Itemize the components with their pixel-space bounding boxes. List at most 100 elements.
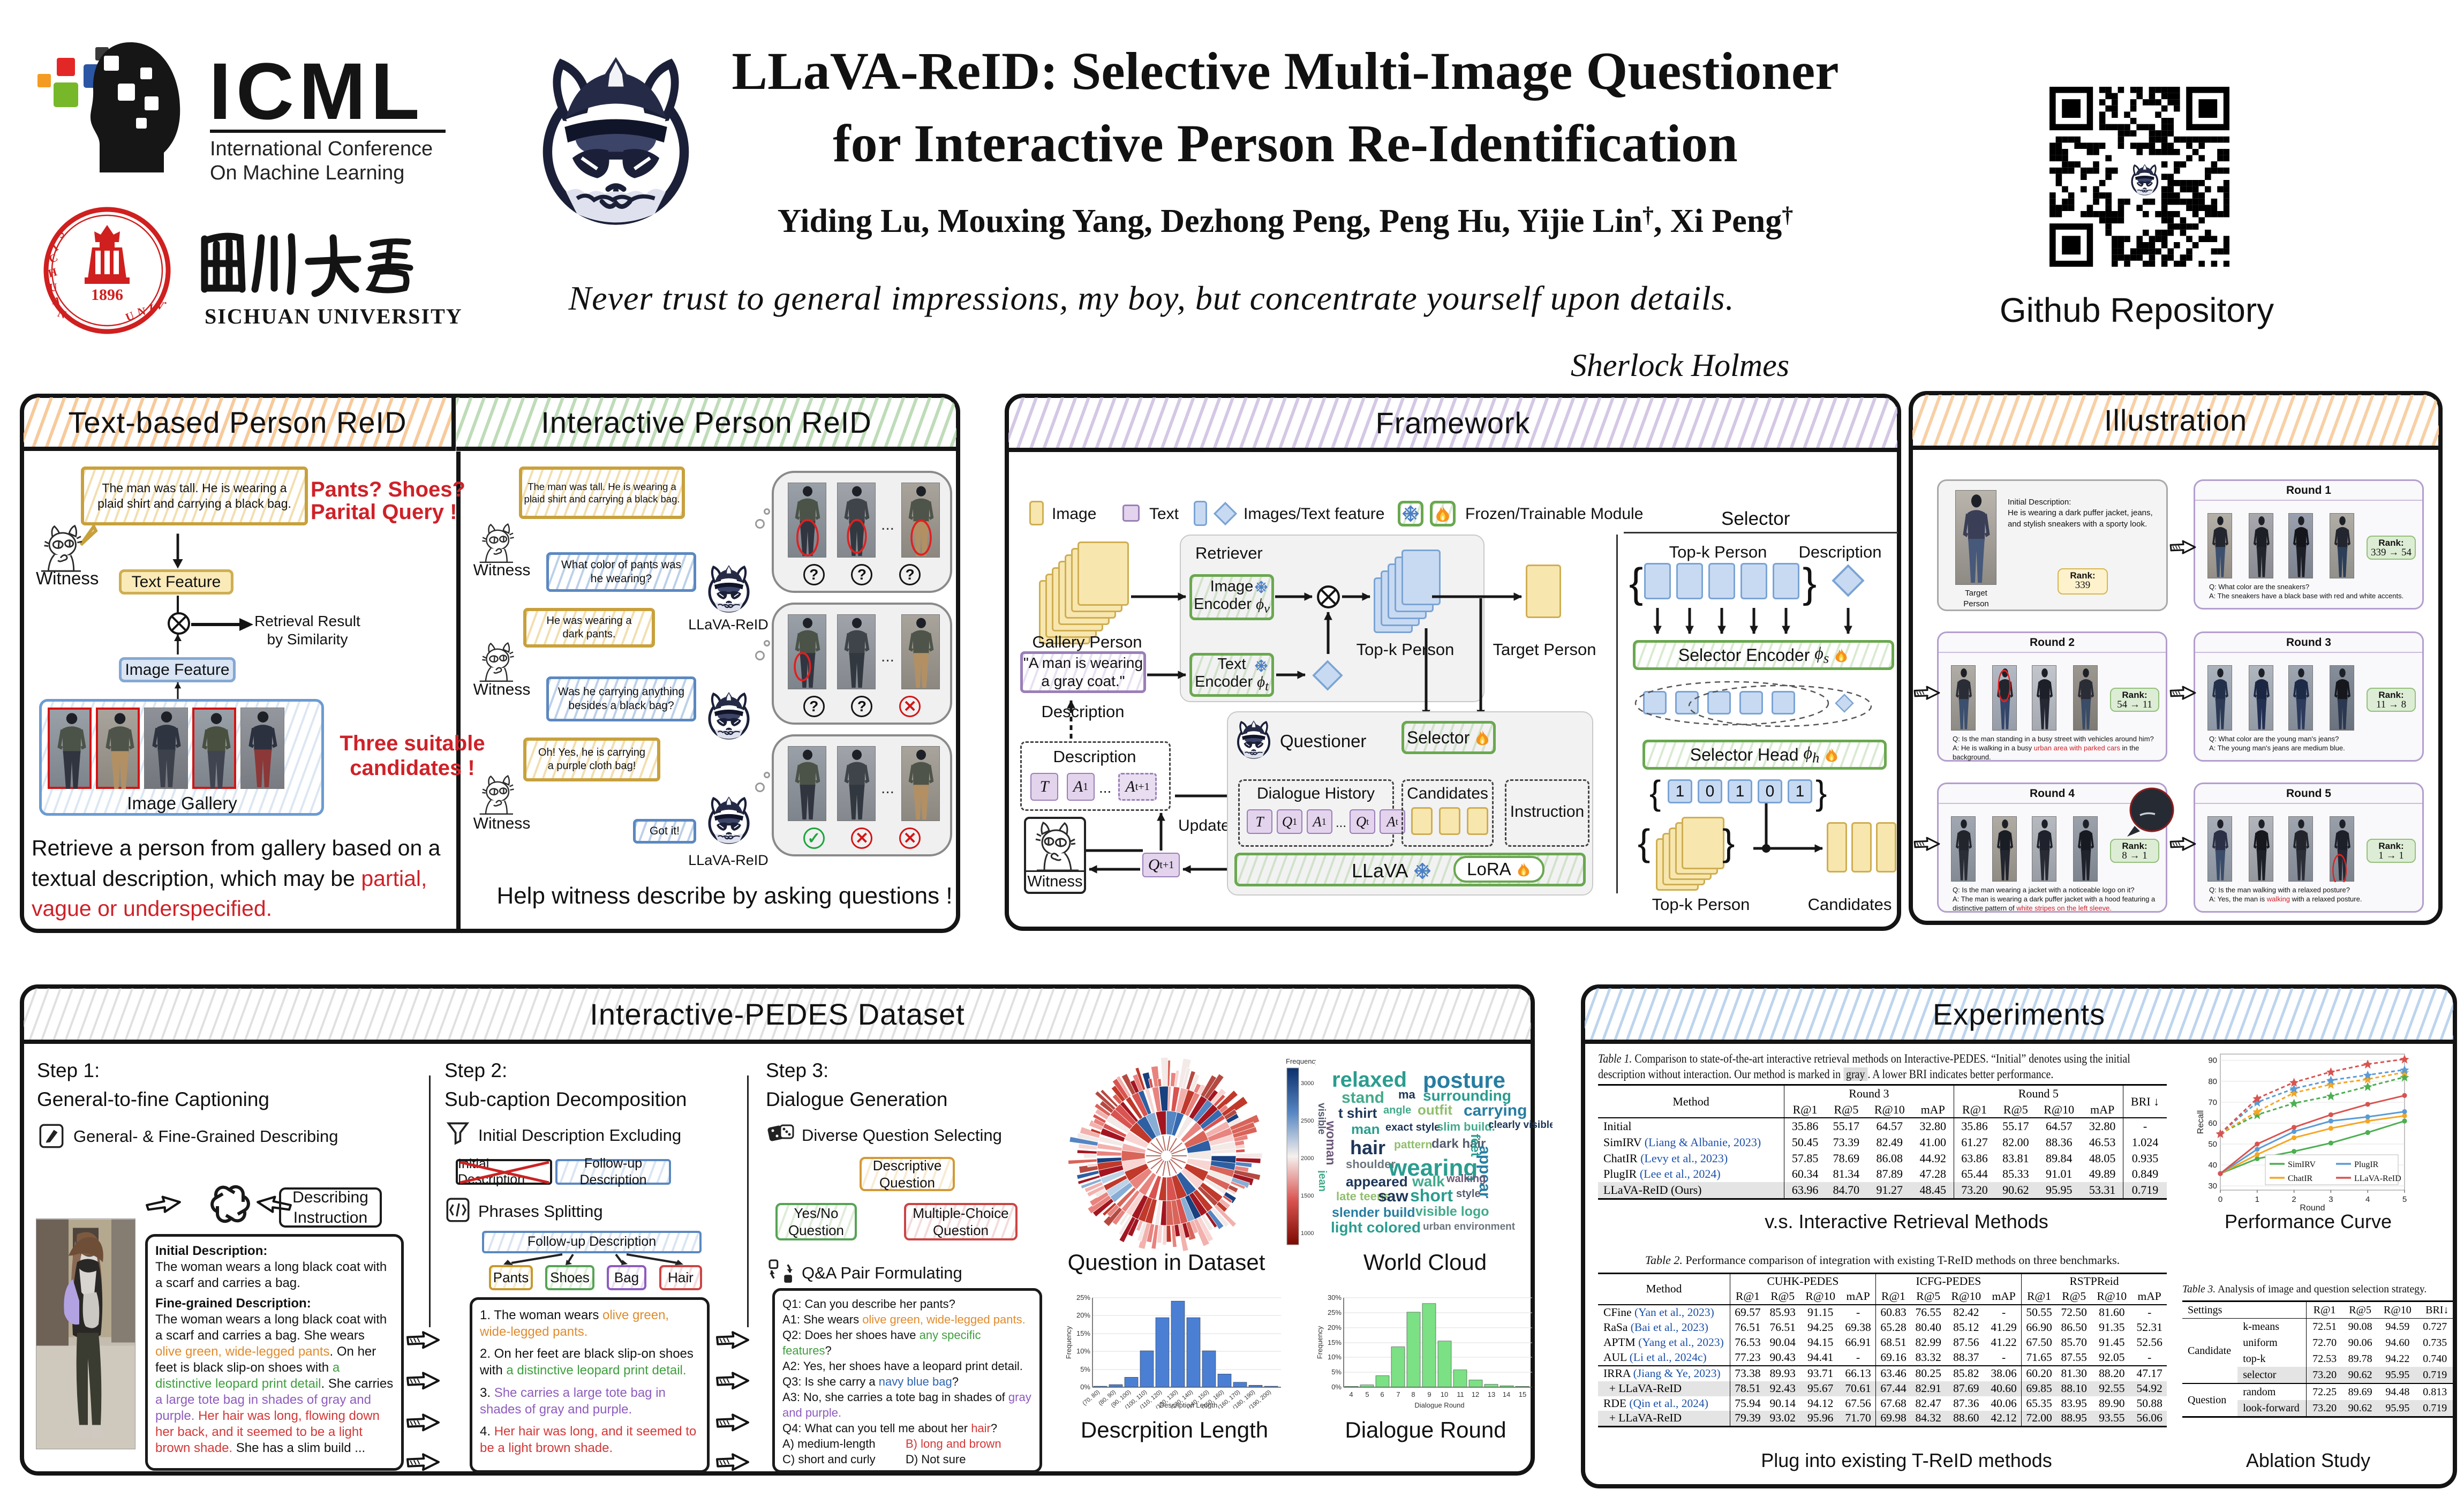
svg-text:dark hair: dark hair [1431,1137,1486,1151]
svg-text:t shirt: t shirt [1338,1105,1377,1121]
svg-text:2500: 2500 [1301,1118,1314,1124]
svg-text:feet: feet [1468,1134,1482,1157]
svg-text:slender build: slender build [1332,1205,1415,1220]
svg-text:Round: Round [2300,1203,2325,1213]
svg-text:10: 10 [1441,1390,1448,1398]
svg-text:Description Length: Description Length [1159,1401,1217,1409]
svg-text:8: 8 [1411,1390,1415,1398]
svg-text:6: 6 [1380,1390,1384,1398]
svg-text:25%: 25% [1328,1308,1342,1317]
svg-text:Frequency: Frequency [1316,1326,1324,1359]
svg-text:0: 0 [2218,1195,2222,1204]
svg-text:late teens: late teens [1336,1190,1391,1203]
svg-text:20%: 20% [1076,1311,1090,1319]
svg-text:1: 1 [2255,1195,2259,1204]
svg-text:V: V [155,298,165,312]
svg-text:PlugIR: PlugIR [2354,1160,2379,1169]
svg-text:walk: walk [1412,1173,1445,1190]
svg-text:style: style [1456,1188,1481,1200]
svg-text:short: short [1410,1186,1453,1205]
svg-text:hair: hair [1350,1137,1385,1159]
svg-text:2: 2 [2292,1195,2296,1204]
svg-text:saw: saw [1378,1187,1408,1205]
svg-text:5%: 5% [1080,1365,1090,1373]
svg-text:3000: 3000 [1301,1080,1314,1087]
svg-text:70: 70 [2208,1098,2217,1107]
svg-text:25%: 25% [1076,1293,1090,1302]
svg-text:light colored: light colored [1331,1219,1421,1236]
svg-text:surrounding: surrounding [1423,1087,1511,1104]
svg-text:14: 14 [1503,1390,1510,1398]
svg-text:1500: 1500 [1301,1193,1314,1199]
svg-text:(70, 80): (70, 80) [1081,1389,1101,1407]
svg-text:Frequency: Frequency [1286,1058,1316,1065]
svg-text:SICHUAN UNIVERSITY: SICHUAN UNIVERSITY [205,304,463,328]
svg-text:ma: ma [1398,1088,1416,1101]
svg-text:shoulder: shoulder [1346,1157,1396,1171]
svg-text:Dialogue Round: Dialogue Round [1414,1401,1464,1409]
svg-text:90: 90 [2208,1056,2217,1065]
svg-text:1896: 1896 [91,286,123,304]
svg-text:2000: 2000 [1301,1155,1314,1162]
svg-text:outfit: outfit [1418,1102,1452,1118]
svg-text:5%: 5% [1331,1368,1342,1376]
svg-text:pattern: pattern [1394,1139,1432,1151]
svg-text:10%: 10% [1328,1353,1342,1361]
svg-text:International Conference: International Conference [210,138,433,160]
svg-text:posture: posture [1423,1067,1505,1093]
svg-text:clearly visible: clearly visible [1488,1119,1553,1131]
svg-text:ChatIR: ChatIR [2288,1174,2313,1183]
svg-text:U: U [124,309,136,324]
svg-text:relaxed: relaxed [1332,1068,1407,1092]
svg-text:20%: 20% [1328,1323,1342,1331]
svg-text:angle: angle [1383,1104,1411,1116]
svg-text:walking: walking [1446,1173,1486,1185]
svg-text:Recall: Recall [2196,1110,2205,1134]
svg-text:stand: stand [1342,1089,1384,1107]
svg-text:50: 50 [2208,1140,2217,1149]
svg-text:15%: 15% [1076,1329,1090,1337]
svg-text:Frequency: Frequency [1065,1326,1073,1359]
svg-text:wearing: wearing [1388,1155,1478,1181]
svg-text:1000: 1000 [1301,1230,1314,1237]
svg-text:U: U [49,281,58,294]
svg-text:0%: 0% [1080,1383,1090,1391]
svg-text:man: man [1351,1121,1380,1137]
svg-text:30: 30 [2208,1182,2217,1191]
svg-text:15%: 15% [1328,1338,1342,1346]
svg-text:accessories: accessories [1318,1085,1320,1137]
svg-text:carrying: carrying [1464,1102,1527,1119]
svg-text:H: H [47,265,58,280]
svg-text:LLaVA-ReID: LLaVA-ReID [2354,1174,2401,1183]
svg-text:appeared: appeared [1346,1173,1408,1190]
svg-text:3: 3 [2329,1195,2333,1204]
svg-text:40: 40 [2208,1161,2217,1170]
svg-text:0%: 0% [1331,1383,1342,1391]
svg-text:exact style: exact style [1385,1122,1440,1133]
svg-text:5: 5 [1365,1390,1369,1398]
svg-text:5: 5 [2402,1195,2407,1204]
svg-text:7: 7 [1396,1390,1400,1398]
svg-text:12: 12 [1472,1390,1479,1398]
svg-text:On Machine Learning: On Machine Learning [210,162,404,184]
svg-text:80: 80 [2208,1077,2217,1086]
svg-text:slim build.: slim build. [1437,1120,1495,1133]
svg-text:jean: jean [1318,1170,1328,1192]
svg-text:13: 13 [1488,1390,1495,1398]
svg-text:I: I [149,302,154,314]
svg-text:urban environment: urban environment [1423,1221,1516,1232]
svg-text:appear: appear [1476,1146,1494,1199]
svg-text:30%: 30% [1328,1293,1342,1302]
svg-text:60: 60 [2208,1119,2217,1128]
svg-text:9: 9 [1427,1390,1431,1398]
svg-text:ICML: ICML [209,46,425,136]
svg-text:visible: visible [1318,1103,1327,1134]
svg-text:4: 4 [1349,1390,1353,1398]
svg-text:4: 4 [2365,1195,2370,1204]
svg-text:visible logo: visible logo [1415,1204,1489,1219]
svg-text:11: 11 [1457,1390,1464,1398]
svg-text:15: 15 [1519,1390,1526,1398]
svg-text:woman: woman [1323,1120,1338,1165]
svg-text:SimIRV: SimIRV [2288,1160,2316,1169]
svg-text:10%: 10% [1076,1347,1090,1355]
